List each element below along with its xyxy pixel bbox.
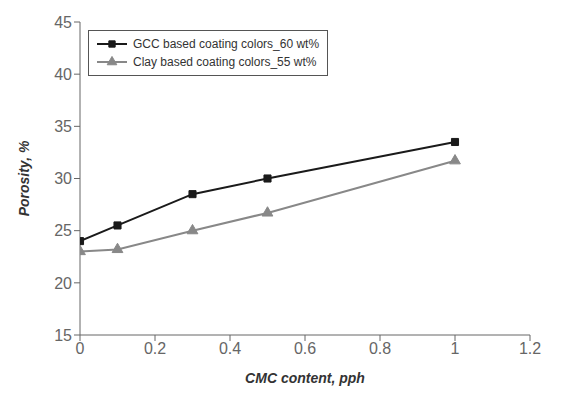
html-text:GCC based coating colors_60 wt: GCC based coating colors_60 wt% (133, 37, 320, 51)
svg-text:0.6: 0.6 (294, 340, 316, 357)
svg-text:30: 30 (54, 170, 72, 187)
svg-text:0.2: 0.2 (144, 340, 166, 357)
svg-text:0: 0 (76, 340, 85, 357)
svg-text:45: 45 (54, 14, 72, 31)
svg-text:40: 40 (54, 66, 72, 83)
svg-text:Porosity, %: Porosity, % (16, 140, 32, 216)
svg-text:20: 20 (54, 275, 72, 292)
svg-text:15: 15 (54, 327, 72, 344)
svg-text:25: 25 (54, 222, 72, 239)
svg-text:0.8: 0.8 (369, 340, 391, 357)
svg-text:1.2: 1.2 (519, 340, 541, 357)
html-text:Clay based coating colors_55 w: Clay based coating colors_55 wt% (133, 55, 317, 69)
svg-text:0.4: 0.4 (219, 340, 241, 357)
svg-text:CMC content, pph: CMC content, pph (245, 370, 365, 386)
svg-text:1: 1 (451, 340, 460, 357)
svg-text:35: 35 (54, 118, 72, 135)
